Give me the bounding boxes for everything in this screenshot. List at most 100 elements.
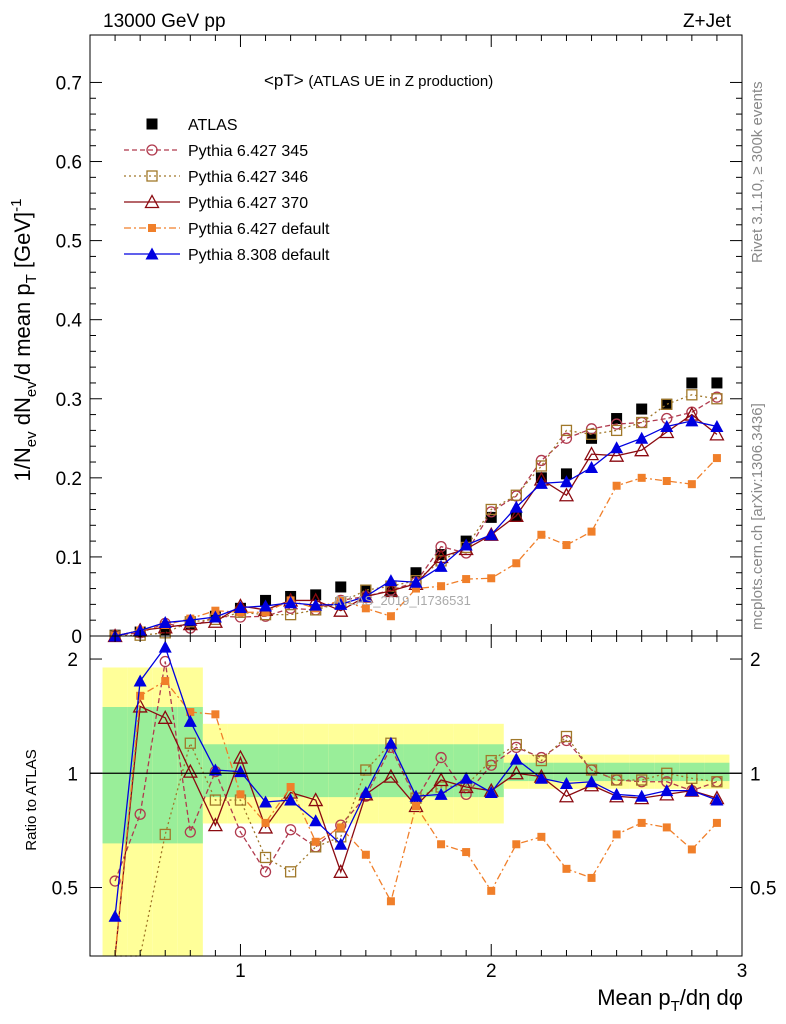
legend-label: ATLAS (188, 117, 238, 134)
series-line (114, 457, 718, 637)
y-tick-label: 0.3 (56, 390, 82, 411)
ratio-point (209, 794, 222, 806)
data-point (560, 468, 572, 480)
ratio-point (211, 710, 220, 719)
legend-marker (144, 194, 160, 209)
ratio-point (534, 771, 548, 784)
ratio-series-pythia-6-427-default (114, 677, 721, 957)
band-green (328, 744, 354, 798)
ratio-point (286, 783, 295, 792)
ratio-point (159, 828, 171, 841)
data-point (409, 575, 423, 588)
legend-entry: Pythia 6.427 default (124, 221, 330, 238)
ratio-y-tick-label: 2 (67, 650, 78, 671)
ratio-y-tick-label: 1 (67, 764, 78, 785)
data-point (685, 414, 699, 427)
ratio-point (434, 787, 448, 800)
band-green (152, 706, 178, 844)
data-point (585, 461, 599, 474)
ratio-point (636, 774, 648, 786)
ratio-point (134, 808, 146, 820)
data-point (687, 480, 696, 489)
data-point (512, 559, 521, 568)
data-point (636, 403, 648, 415)
ratio-point (309, 814, 323, 827)
ratio-point (184, 737, 196, 749)
ratio-point (459, 771, 473, 784)
ratio-point (136, 691, 145, 700)
ratio-point (133, 674, 147, 687)
ratio-point (359, 785, 373, 798)
data-point (583, 446, 600, 461)
ratio-series (108, 640, 725, 957)
ratio-point (612, 830, 621, 839)
ratio-point (484, 785, 498, 798)
legend-entry: ATLAS (146, 117, 238, 134)
legend-entry: Pythia 6.427 345 (124, 143, 308, 160)
ratio-point (182, 763, 198, 778)
data-point (534, 476, 548, 489)
ratio-point (662, 823, 671, 832)
ratio-point (509, 752, 523, 765)
ratio-point (710, 793, 724, 806)
data-point (487, 574, 496, 583)
y-tick-label: 0.5 (56, 232, 82, 253)
data-point (610, 424, 623, 437)
legend-entry: Pythia 8.308 default (124, 247, 330, 264)
ratio-point (233, 765, 247, 778)
y-tick-label: 0 (71, 627, 82, 648)
legend-marker (145, 247, 159, 260)
ratio-y-tick-label-right: 0.5 (750, 879, 776, 900)
ratio-point (257, 819, 274, 834)
ratio-point (458, 779, 474, 794)
x-axis-label: Mean pT/dη dφ (597, 985, 743, 1015)
ratio-point (361, 850, 370, 859)
data-point (462, 575, 471, 584)
data-point (259, 599, 273, 612)
data-point (610, 418, 623, 430)
data-point (711, 393, 723, 405)
band-green (127, 706, 153, 844)
ratio-point (610, 774, 623, 786)
legend-marker (146, 144, 158, 156)
legend: ATLAS Pythia 6.427 345 Pythia 6.427 346 Pyt… (124, 117, 330, 264)
ratio-point (537, 832, 546, 841)
ratio-point (685, 784, 699, 797)
data-point (437, 582, 446, 591)
y-tick-label: 0.1 (56, 548, 82, 569)
ratio-point (409, 789, 423, 802)
data-point (635, 431, 649, 444)
ratio-point (559, 776, 573, 789)
ratio-point (108, 909, 122, 922)
data-point (309, 598, 323, 611)
ratio-point (232, 749, 249, 764)
ratio-point (334, 837, 348, 850)
ratio-line (115, 735, 718, 957)
ratio-point (158, 640, 172, 653)
ratio-point (585, 775, 599, 788)
band-green (303, 744, 329, 798)
data-point (661, 398, 673, 410)
ratio-y-tick-label-right: 2 (750, 650, 761, 671)
ratio-point (157, 709, 173, 724)
ratio-y-tick-label-right: 1 (750, 764, 761, 785)
ratio-point (585, 764, 598, 776)
data-point (587, 527, 596, 536)
data-point (508, 507, 524, 522)
ratio-point (487, 886, 496, 895)
data-point (484, 528, 498, 541)
data-point (233, 601, 247, 614)
ratio-point (660, 784, 674, 797)
ratio-point (284, 824, 297, 836)
legend-entry: Pythia 6.427 370 (124, 194, 308, 212)
series-pythia-6-427-default (111, 454, 721, 640)
side-text-lower: mcplots.cern.ch [arXiv:1306.3436] (749, 403, 766, 630)
data-point (535, 460, 548, 472)
data-point (284, 608, 297, 621)
data-point (686, 389, 698, 401)
data-point (183, 613, 197, 626)
ratio-point (259, 851, 272, 864)
ratio-point (311, 837, 320, 846)
legend-label: Pythia 6.427 345 (188, 143, 308, 160)
